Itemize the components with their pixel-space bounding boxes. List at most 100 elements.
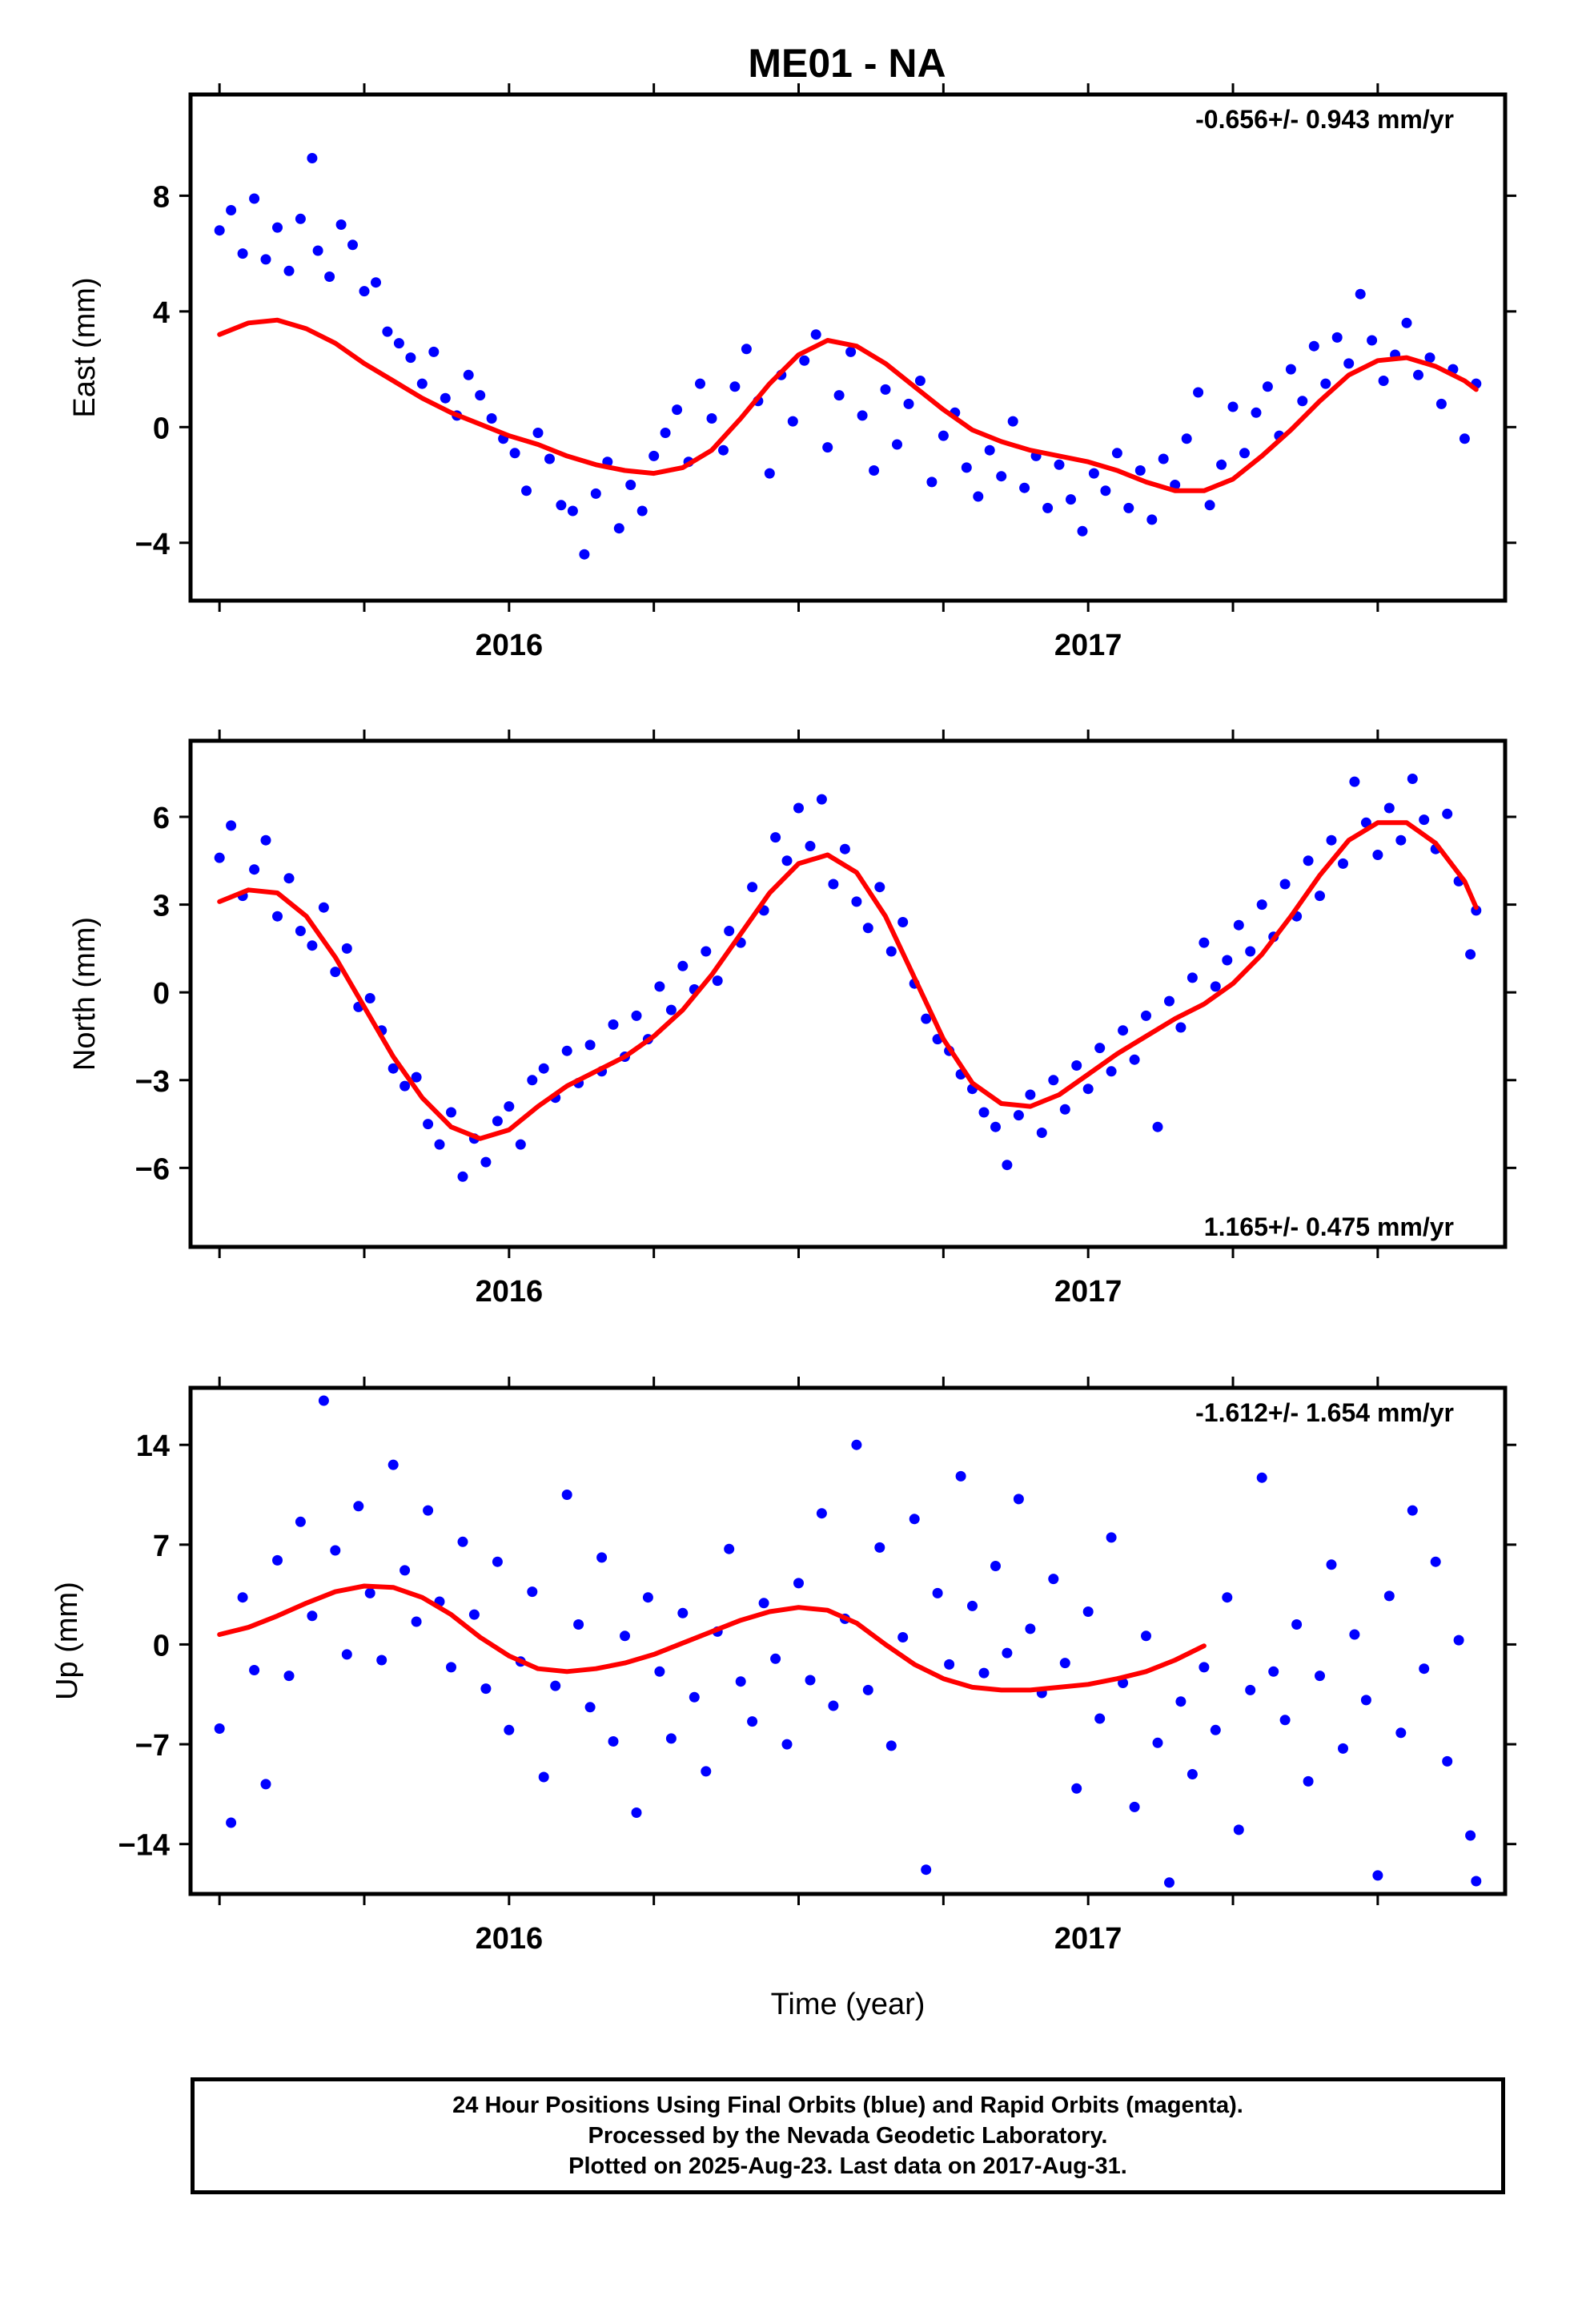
data-point: [770, 1653, 781, 1664]
data-point: [237, 1592, 248, 1603]
data-point: [411, 1616, 422, 1627]
data-point: [1372, 1870, 1383, 1881]
data-point: [689, 1691, 700, 1703]
panels: −4 0 4 8 2016 2017 East (mm) -0.656+/- 0.943 mm…: [50, 83, 1516, 2021]
data-point: [249, 193, 260, 204]
data-point: [463, 369, 474, 380]
data-point: [1419, 1663, 1430, 1675]
data-point: [527, 1075, 538, 1086]
data-point: [1349, 1629, 1360, 1640]
data-point: [1245, 1684, 1256, 1695]
data-point: [862, 1684, 873, 1695]
data-point: [961, 462, 972, 473]
data-point: [724, 1543, 735, 1554]
data-point: [1308, 340, 1319, 352]
data-point: [538, 1771, 549, 1783]
x-tick-label: 2017: [1054, 629, 1122, 662]
data-point: [260, 834, 271, 846]
data-point: [307, 1610, 318, 1622]
fit-line: [217, 1583, 1207, 1693]
data-point: [1297, 396, 1308, 407]
data-point: [885, 1740, 897, 1751]
data-point: [457, 1171, 468, 1182]
data-point: [631, 1807, 642, 1818]
panel-data: [214, 774, 1482, 1182]
data-point: [677, 960, 689, 971]
x-tick-label: 2016: [476, 629, 544, 662]
plot-frame: [188, 92, 1508, 603]
data-point: [1442, 808, 1453, 819]
data-point: [561, 1045, 572, 1056]
data-point: [371, 277, 381, 288]
data-point: [214, 852, 225, 863]
data-point: [341, 943, 352, 954]
data-point: [1210, 1724, 1221, 1735]
data-point: [584, 1039, 596, 1051]
data-point: [446, 1662, 456, 1673]
data-point: [400, 1565, 411, 1576]
y-tick-label: −4: [135, 528, 170, 561]
data-point: [874, 882, 885, 893]
plot-frame: [188, 738, 1508, 1249]
data-point: [1216, 459, 1227, 470]
data-point: [480, 1156, 492, 1168]
data-point: [1036, 1128, 1047, 1138]
data-point: [620, 1630, 630, 1642]
data-point: [214, 225, 225, 236]
y-tick-label: 4: [153, 296, 170, 330]
data-point: [596, 1552, 608, 1563]
data-point: [828, 879, 839, 890]
data-point: [341, 1649, 352, 1660]
data-point: [283, 265, 295, 276]
data-point: [880, 384, 891, 395]
data-point: [660, 428, 671, 438]
data-point: [527, 1586, 538, 1598]
data-point: [1227, 401, 1239, 412]
data-point: [851, 1439, 862, 1450]
data-point: [393, 338, 404, 349]
data-point: [932, 1587, 943, 1598]
data-point: [260, 254, 271, 265]
data-point: [851, 896, 862, 907]
data-point: [260, 1779, 271, 1790]
data-point: [1233, 919, 1244, 931]
data-point: [1407, 774, 1418, 784]
data-point: [706, 413, 717, 424]
data-point: [295, 926, 306, 936]
data-point: [1175, 1022, 1186, 1033]
data-point: [701, 946, 712, 957]
data-point: [724, 926, 735, 936]
data-point: [608, 1736, 619, 1747]
data-point: [423, 1119, 434, 1130]
data-point: [400, 1080, 411, 1092]
data-point: [828, 1700, 839, 1711]
data-point: [1349, 776, 1360, 787]
panel-data: [214, 153, 1482, 560]
data-point: [793, 802, 804, 814]
data-point: [457, 1536, 468, 1547]
footer-line-3: Plotted on 2025-Aug-23. Last data on 201…: [568, 2153, 1127, 2179]
data-point: [1141, 1630, 1151, 1642]
data-point: [480, 1683, 492, 1695]
data-point: [1268, 1666, 1279, 1677]
y-tick-label: 6: [153, 802, 170, 835]
data-point: [1059, 1104, 1070, 1115]
data-point: [1088, 468, 1099, 479]
data-point: [608, 1019, 619, 1030]
data-point: [1338, 1743, 1348, 1754]
y-axis-label: Up (mm): [50, 1582, 84, 1700]
y-tick-label: 14: [136, 1429, 170, 1463]
data-point: [1048, 1574, 1059, 1585]
data-point: [1383, 802, 1395, 814]
data-point: [1239, 448, 1250, 459]
y-tick-label: −3: [135, 1065, 170, 1099]
data-point: [1042, 502, 1054, 513]
data-point: [556, 500, 567, 511]
data-point: [1175, 1696, 1186, 1707]
data-point: [283, 1671, 295, 1682]
data-point: [1152, 1121, 1163, 1132]
data-point: [387, 1459, 399, 1470]
data-point: [1025, 1623, 1036, 1634]
data-point: [423, 1505, 434, 1516]
data-point: [677, 1607, 689, 1618]
